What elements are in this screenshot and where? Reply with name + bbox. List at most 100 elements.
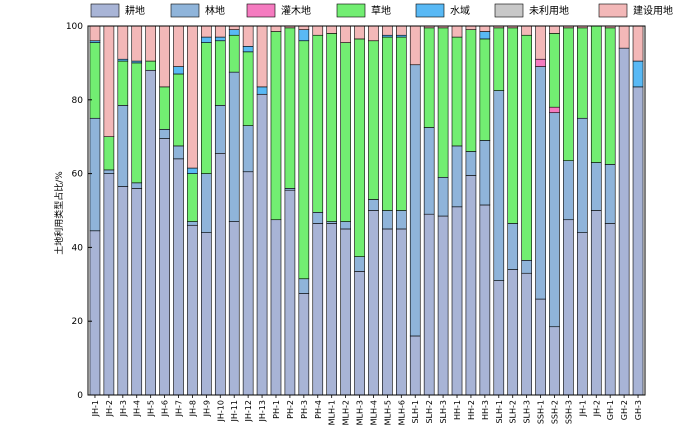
- y-tick-label: 40: [72, 243, 84, 253]
- bar-segment-11-series-1: [228, 221, 240, 396]
- bar-segment-39-series-7: [618, 25, 630, 49]
- bar-segment-20-series-4: [354, 38, 365, 257]
- bar-segment-3-series-1: [117, 186, 129, 396]
- bar-segment-18-series-7: [326, 25, 338, 34]
- bar-segment-34-series-2: [549, 112, 560, 328]
- bar-segment-29-series-4: [479, 38, 491, 141]
- bar-segment-27-series-1: [451, 206, 463, 396]
- bar-segment-24-series-2: [409, 64, 421, 337]
- bar-segment-15-series-4: [284, 27, 296, 189]
- bar-segment-7-series-4: [173, 73, 184, 147]
- bar-segment-6-series-7: [159, 25, 170, 88]
- bar-segment-13-series-7: [256, 25, 268, 88]
- bar-segment-36-series-2: [577, 117, 588, 233]
- bar-segment-17-series-1: [312, 223, 324, 396]
- y-tick-label: 60: [72, 170, 84, 180]
- plot-area: [87, 25, 646, 396]
- bar-segment-28-series-1: [465, 175, 477, 396]
- bar-segment-29-series-5: [479, 31, 491, 40]
- x-tick-label: JH-13: [258, 400, 267, 422]
- bar-segment-11-series-4: [228, 34, 240, 73]
- bar-segment-1-series-4: [89, 42, 101, 119]
- x-tick-label: JH-1: [91, 400, 100, 417]
- bar-segment-20-series-1: [354, 271, 365, 396]
- legend-swatch-7: [598, 3, 628, 18]
- bar-segment-39-series-1: [618, 47, 630, 396]
- bar-segment-4-series-7: [131, 25, 143, 62]
- bar-segment-37-series-2: [590, 162, 602, 211]
- x-tick-label: JH-9: [202, 400, 211, 417]
- bar-segment-11-series-5: [228, 29, 240, 36]
- bar-segment-3-series-2: [117, 105, 129, 187]
- x-tick-label: JH-6: [161, 400, 170, 417]
- x-tick-label: PH-1: [272, 400, 281, 419]
- legend-swatch-1: [90, 3, 120, 18]
- bar-segment-18-series-4: [326, 33, 338, 222]
- legend-label-1: 耕地: [125, 4, 145, 17]
- legend-swatch-5: [415, 3, 445, 18]
- bar-segment-5-series-7: [145, 25, 156, 62]
- bar-segment-32-series-1: [521, 272, 532, 396]
- x-tick-label: PH-3: [300, 400, 309, 419]
- bar-segment-26-series-2: [437, 176, 449, 217]
- bar-segment-12-series-7: [242, 25, 254, 47]
- legend-swatch-2: [170, 3, 200, 18]
- x-tick-label: GH-2: [620, 400, 629, 420]
- bar-segment-8-series-2: [187, 221, 198, 226]
- bar-segment-5-series-4: [145, 60, 156, 71]
- bar-segment-15-series-1: [284, 189, 296, 396]
- legend-label-4: 草地: [371, 4, 391, 17]
- bar-segment-3-series-7: [117, 25, 129, 60]
- x-tick-label: JH-2: [105, 400, 114, 417]
- bar-segment-2-series-1: [103, 173, 115, 396]
- bar-segment-9-series-4: [201, 42, 212, 174]
- x-tick-label: SLH-2: [425, 400, 434, 424]
- bar-segment-22-series-2: [382, 210, 393, 230]
- x-tick-label: GH-3: [634, 400, 643, 420]
- bar-segment-12-series-4: [242, 51, 254, 126]
- bar-segment-4-series-1: [131, 188, 143, 396]
- bar-segment-9-series-2: [201, 173, 212, 233]
- bar-segment-26-series-1: [437, 215, 449, 396]
- x-tick-label: MLH-6: [397, 400, 406, 425]
- bar-segment-6-series-1: [159, 138, 170, 396]
- bar-segment-22-series-1: [382, 228, 393, 396]
- x-tick-label: SLH-1: [495, 400, 504, 424]
- x-tick-label: PH-2: [286, 400, 295, 419]
- y-axis: 0 20 40 60 80 100: [66, 22, 92, 401]
- bar-segment-31-series-2: [507, 223, 519, 270]
- bar-segment-4-series-2: [131, 182, 143, 189]
- bar-segment-23-series-7: [395, 25, 407, 36]
- bar-segment-19-series-2: [340, 221, 351, 230]
- bar-segment-1-series-7: [89, 25, 101, 42]
- y-tick-label: 80: [72, 96, 84, 106]
- bar-segment-2-series-2: [103, 169, 115, 174]
- bar-segment-30-series-4: [493, 27, 505, 91]
- x-tick-label: SLH-3: [523, 400, 532, 424]
- y-axis-title: 土地利用类型占比/%: [53, 171, 65, 255]
- bar-segment-38-series-4: [604, 27, 616, 165]
- x-tick-label: JH-4: [133, 400, 142, 417]
- legend-label-7: 建设用地: [633, 4, 673, 17]
- x-tick-label: SSH-1: [537, 400, 546, 424]
- bar-segment-2-series-7: [103, 25, 115, 137]
- bar-segment-34-series-1: [549, 326, 560, 396]
- bar-segment-24-series-7: [409, 25, 421, 66]
- bar-segment-33-series-3: [535, 58, 546, 67]
- legend-label-5: 水域: [450, 4, 470, 17]
- bar-segment-3-series-4: [117, 60, 129, 106]
- bar-segment-10-series-1: [214, 153, 226, 396]
- y-tick-label: 0: [77, 391, 83, 401]
- bar-segment-2-series-4: [103, 136, 115, 171]
- bar-segment-14-series-1: [270, 219, 282, 396]
- bar-segment-36-series-4: [577, 27, 588, 119]
- bar-segment-19-series-4: [340, 42, 351, 222]
- bar-segment-32-series-7: [521, 25, 532, 36]
- bar-segment-38-series-1: [604, 223, 616, 396]
- bar-segment-17-series-7: [312, 25, 324, 36]
- bar-segment-29-series-7: [479, 25, 491, 32]
- bar-segment-1-series-1: [89, 230, 101, 396]
- bar-segment-28-series-7: [465, 25, 477, 30]
- bar-segment-16-series-1: [298, 293, 310, 396]
